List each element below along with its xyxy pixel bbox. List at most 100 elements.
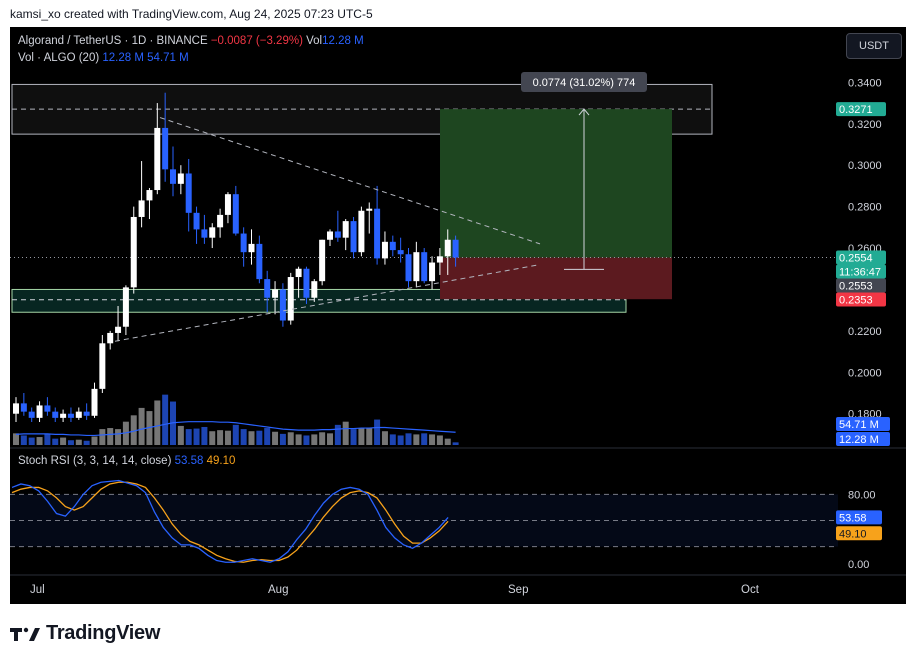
volume-bar bbox=[429, 434, 436, 445]
tradingview-logo[interactable]: TradingView bbox=[10, 622, 160, 645]
volume-bar bbox=[279, 433, 286, 445]
tradingview-wordmark: TradingView bbox=[46, 622, 161, 644]
candle-body bbox=[295, 268, 302, 278]
candle-body bbox=[429, 262, 436, 282]
candle-body bbox=[397, 250, 404, 255]
volume-bar bbox=[52, 438, 59, 445]
vol-indicator-value-2: 54.71 M bbox=[147, 52, 189, 64]
volume-bar bbox=[130, 415, 137, 445]
candle-body bbox=[36, 405, 43, 418]
price-badge-text: 0.3271 bbox=[839, 104, 873, 116]
volume-bar bbox=[366, 428, 373, 445]
stoch-k-line bbox=[11, 479, 449, 563]
candle-body bbox=[122, 287, 129, 327]
volume-bar bbox=[232, 424, 239, 445]
volume-bar bbox=[201, 426, 208, 445]
volume-bar bbox=[311, 434, 318, 445]
price-badge-text: 11:36:47 bbox=[839, 267, 881, 279]
price-tick-label: 0.3000 bbox=[848, 160, 882, 172]
candle-body bbox=[452, 239, 459, 258]
chart-canvas[interactable]: 0.0774 (31.02%) 774 0.3400 0.3200 0.3000 0.… bbox=[10, 27, 906, 604]
vol-label: Vol bbox=[306, 35, 323, 47]
currency-button[interactable]: USDT bbox=[846, 33, 902, 59]
candle-body bbox=[107, 332, 114, 344]
candle-body bbox=[240, 233, 247, 253]
volume-bar bbox=[115, 429, 122, 445]
candle-body bbox=[99, 343, 106, 389]
volume-bar bbox=[389, 434, 396, 445]
rsi-badge bbox=[836, 510, 882, 525]
volume-bar bbox=[264, 428, 271, 445]
candle-body bbox=[366, 208, 373, 211]
volume-bar bbox=[36, 437, 43, 445]
volume-bar bbox=[75, 439, 82, 445]
volume-bar bbox=[185, 429, 192, 445]
volume-ma-line bbox=[15, 421, 456, 437]
volume-bar bbox=[452, 442, 459, 445]
chart-caption: kamsi_xo created with TradingView.com, A… bbox=[10, 7, 373, 21]
candle-body bbox=[350, 221, 357, 253]
volume-bar bbox=[217, 430, 224, 445]
candle-body bbox=[248, 243, 255, 253]
candle-body bbox=[272, 289, 279, 298]
descending-trendline bbox=[159, 117, 541, 245]
volume-bar bbox=[350, 429, 357, 445]
candle-body bbox=[389, 241, 396, 251]
time-tick-label: Aug bbox=[268, 584, 288, 596]
volume-bar bbox=[287, 432, 294, 445]
candle-body bbox=[75, 411, 82, 418]
volume-bar bbox=[334, 424, 341, 445]
volume-bar bbox=[13, 433, 19, 445]
candle-body bbox=[421, 252, 428, 282]
loss-zone bbox=[440, 257, 672, 300]
stoch-rsi-header[interactable]: Stoch RSI (3, 3, 14, 14, close) 53.58 49… bbox=[18, 455, 235, 467]
price-change: −0.0087 (−3.29%) bbox=[210, 35, 303, 47]
candle-body bbox=[193, 212, 200, 230]
candle-body bbox=[217, 214, 224, 228]
price-badge-text: 0.2353 bbox=[839, 295, 873, 307]
candle-body bbox=[138, 200, 145, 217]
volume-bar bbox=[193, 428, 200, 445]
volume-bar bbox=[44, 434, 51, 445]
measure-arrow-head bbox=[578, 108, 590, 116]
volume-bar bbox=[20, 435, 27, 445]
candle-body bbox=[154, 127, 161, 191]
volume-bar bbox=[272, 431, 279, 445]
volume-bar bbox=[413, 434, 420, 445]
candle-body bbox=[28, 411, 35, 418]
symbol-name[interactable]: Algorand / TetherUS · 1D · BINANCE bbox=[18, 35, 208, 47]
price-badge-text: 0.2554 bbox=[839, 253, 873, 265]
candle-body bbox=[413, 252, 420, 282]
volume-bar bbox=[436, 435, 443, 445]
volume-bar bbox=[240, 429, 247, 445]
vol-indicator-label: Vol · ALGO (20) bbox=[18, 52, 100, 64]
price-badge-text: 0.2553 bbox=[839, 281, 873, 293]
rsi-badge bbox=[836, 526, 882, 541]
rsi-badge-text: 53.58 bbox=[839, 512, 867, 524]
candle-body bbox=[334, 231, 341, 238]
volume-badge bbox=[836, 432, 890, 446]
vol-indicator-value-1: 12.28 M bbox=[102, 52, 144, 64]
measure-label-box bbox=[521, 72, 647, 92]
stoch-d-value: 49.10 bbox=[206, 455, 236, 467]
volume-bar bbox=[397, 435, 404, 445]
rsi-tick-label: 0.00 bbox=[848, 559, 869, 571]
volume-bar bbox=[444, 438, 451, 445]
volume-bar bbox=[295, 434, 302, 445]
chart-frame[interactable]: 0.0774 (31.02%) 774 0.3400 0.3200 0.3000 0.… bbox=[10, 27, 906, 604]
volume-bar bbox=[358, 428, 365, 445]
price-tick-label: 0.2800 bbox=[848, 202, 882, 214]
volume-badge-text: 12.28 M bbox=[839, 434, 879, 446]
price-tick-label: 0.3400 bbox=[848, 77, 882, 89]
candle-body bbox=[185, 173, 192, 213]
price-tick-label: 0.2000 bbox=[848, 367, 882, 379]
candle-body bbox=[381, 241, 388, 259]
candle-body bbox=[67, 413, 74, 418]
time-tick-label: Oct bbox=[741, 584, 760, 596]
volume-bar bbox=[256, 430, 263, 445]
time-tick-label: Sep bbox=[508, 584, 528, 596]
volume-bar bbox=[327, 433, 333, 445]
stoch-rsi-label: Stoch RSI (3, 3, 14, 14, close) bbox=[18, 455, 172, 467]
volume-indicator-header[interactable]: Vol · ALGO (20) 12.28 M 54.71 M bbox=[18, 52, 189, 64]
candle-body bbox=[146, 190, 153, 201]
